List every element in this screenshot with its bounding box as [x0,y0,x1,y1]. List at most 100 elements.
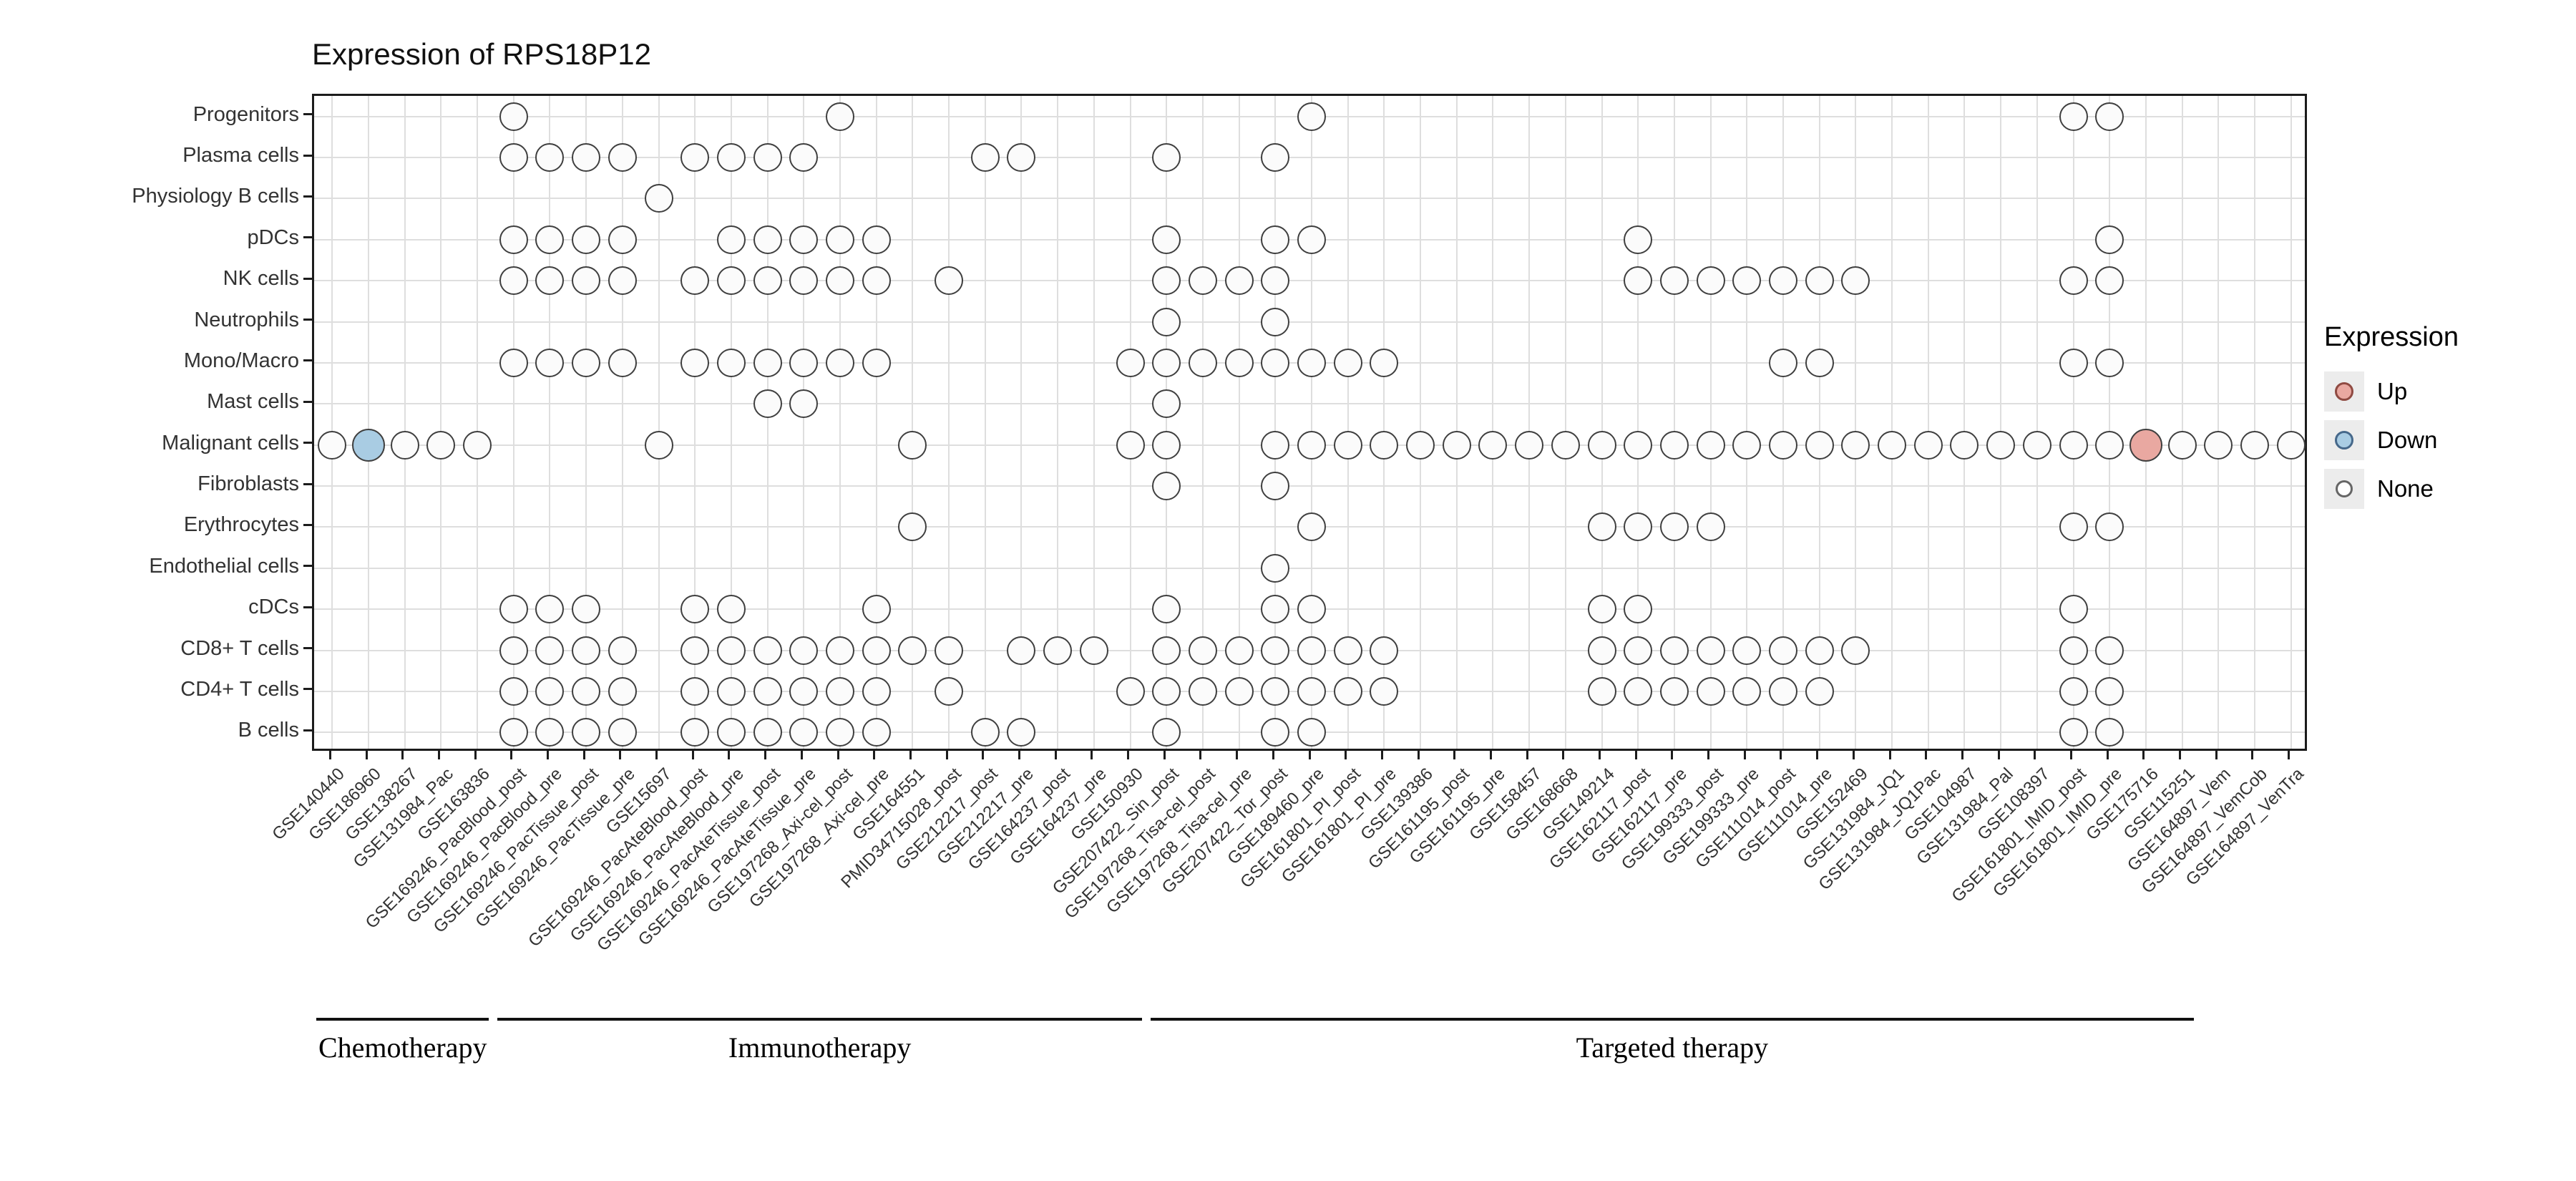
expression-dot-none [935,636,964,665]
grid-line-vertical [1963,96,1966,749]
x-axis-tick [2142,751,2145,759]
expression-dot-none [2059,266,2088,296]
expression-dot-none [608,676,637,706]
expression-dot-none [1261,348,1290,377]
expression-dot-none [1188,676,1217,706]
x-axis-tick [2106,751,2109,759]
expression-dot-none [1370,636,1399,665]
expression-dot-none [1261,430,1290,460]
y-axis-label: CD8+ T cells [180,636,299,660]
legend: Expression Up Down None [2324,322,2459,517]
expression-dot-none [1768,636,1797,665]
expression-dot-none [644,184,673,213]
expression-dot-up [2129,428,2162,462]
expression-dot-none [608,266,637,296]
expression-dot-none [572,266,601,296]
expression-dot-none [1805,636,1834,665]
expression-dot-none [1659,430,1689,460]
y-axis-tick [303,195,312,198]
expression-dot-none [862,225,891,254]
expression-dot-none [2095,718,2124,747]
expression-dot-none [1370,430,1399,460]
expression-dot-none [789,266,819,296]
grid-line-vertical [1492,96,1494,749]
expression-dot-none [1188,636,1217,665]
x-axis-tick [1345,751,1347,759]
expression-dot-none [572,348,601,377]
expression-dot-none [862,348,891,377]
grid-line-vertical [1855,96,1857,749]
grid-line-vertical [984,96,986,749]
grid-line-vertical [1347,96,1349,749]
y-axis-tick [303,236,312,239]
expression-dot-none [716,676,746,706]
expression-dot-none [1587,676,1616,706]
grid-line-vertical [331,96,333,749]
expression-dot-none [1478,430,1508,460]
expression-dot-none [1913,430,1943,460]
grid-line-vertical [1528,96,1531,749]
expression-dot-none [1587,636,1616,665]
grid-line-vertical [1201,96,1204,749]
expression-dot-none [572,718,601,747]
expression-dot-none [1841,430,1870,460]
grid-line-vertical [1166,96,1168,749]
expression-dot-none [1261,472,1290,501]
therapy-group-label: Immunotherapy [728,1031,912,1064]
grid-line-vertical [2218,96,2220,749]
expression-dot-none [789,636,819,665]
expression-dot-none [1624,512,1653,542]
y-axis-tick [303,277,312,280]
expression-dot-none [862,676,891,706]
y-axis-label: Erythrocytes [183,513,299,537]
y-axis-label: Mono/Macro [183,349,299,372]
expression-dot-none [1551,430,1580,460]
y-axis-label: pDCs [247,225,299,249]
expression-dot-none [1696,676,1725,706]
legend-key [2324,420,2364,460]
x-axis-tick [1453,751,1456,759]
expression-dot-none [680,348,710,377]
expression-dot-none [1659,676,1689,706]
grid-line-vertical [404,96,406,749]
expression-dot-none [608,636,637,665]
x-axis-tick [1562,751,1565,759]
x-axis-tick [619,751,622,759]
grid-line-vertical [1927,96,1929,749]
y-axis-label: Endothelial cells [149,554,299,578]
grid-line-vertical [658,96,660,749]
x-axis-tick [510,751,513,759]
x-axis-tick [764,751,767,759]
expression-dot-none [898,512,927,542]
y-axis-label: B cells [238,719,299,742]
expression-dot-none [1224,348,1254,377]
expression-dot-none [826,266,855,296]
expression-dot-none [1659,266,1689,296]
expression-dot-none [1297,512,1326,542]
expression-dot-none [1768,676,1797,706]
expression-dot-none [1333,348,1362,377]
expression-dot-none [1587,512,1616,542]
expression-dot-none [2095,102,2124,131]
expression-dot-none [935,266,964,296]
expression-dot-none [1732,636,1762,665]
expression-dot-none [1878,430,1907,460]
expression-dot-none [1515,430,1544,460]
expression-dot-none [2059,718,2088,747]
expression-dot-none [753,266,782,296]
expression-dot-down [352,428,386,462]
expression-dot-none [608,348,637,377]
grid-line-vertical [2253,96,2255,749]
expression-dot-none [535,718,565,747]
x-axis-tick [2179,751,2182,759]
y-axis-label: cDCs [248,596,299,619]
therapy-group-line [497,1018,1142,1021]
y-axis-tick [303,523,312,526]
grid-line-vertical [1455,96,1458,749]
x-axis-tick [909,751,912,759]
expression-dot-none [535,676,565,706]
expression-dot-none [572,143,601,172]
expression-dot-none [1152,225,1181,254]
expression-dot-none [680,595,710,624]
